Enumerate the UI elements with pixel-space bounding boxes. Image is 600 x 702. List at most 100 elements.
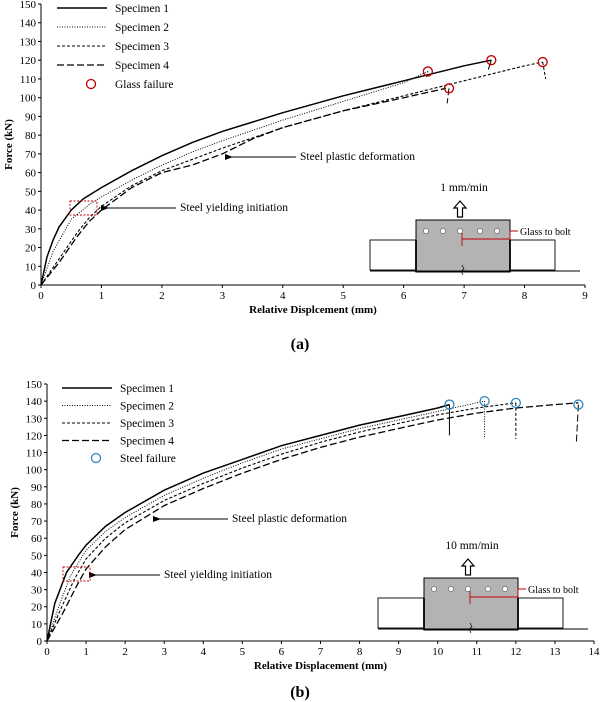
y-tick-label: 10	[25, 261, 37, 273]
specimen-inset-diagram: 1 mm/min Glass to bolt	[369, 182, 580, 276]
y-tick-label: 30	[25, 224, 37, 236]
annotation-steel-plastic: Steel plastic deformation	[232, 513, 347, 525]
y-tick-label: 150	[26, 379, 43, 391]
legend-failure-label: Steel failure	[120, 453, 176, 465]
x-tick-label: 12	[510, 646, 521, 658]
loading-rate-label: 10 mm/min	[445, 540, 499, 552]
failure-marker	[573, 399, 584, 410]
y-tick-label: 0	[31, 280, 37, 292]
x-axis-label: Relative Displacement (mm)	[254, 660, 388, 672]
glass-to-bolt-label: Glass to bolt	[528, 585, 579, 596]
x-tick-label: 3	[161, 646, 167, 658]
failure-drop-line	[446, 88, 450, 104]
failure-marker	[537, 56, 548, 68]
y-tick-label: 120	[20, 55, 37, 67]
annotation-steel-plastic: Steel plastic deformation	[300, 151, 415, 163]
legend-label: Specimen 3	[115, 41, 169, 53]
y-tick-label: 20	[25, 243, 37, 255]
legend-label: Specimen 1	[115, 3, 169, 15]
legend-failure-label: Glass failure	[115, 79, 173, 91]
y-tick-label: 110	[20, 74, 37, 86]
y-tick-label: 70	[31, 516, 43, 528]
x-tick-label: 1	[99, 290, 105, 302]
y-tick-label: 140	[26, 396, 43, 408]
x-tick-label: 4	[201, 646, 207, 658]
x-tick-label: 3	[220, 290, 226, 302]
x-tick-label: 0	[44, 646, 50, 658]
y-tick-label: 80	[25, 130, 37, 142]
legend-label: Specimen 4	[115, 60, 169, 72]
loading-rate-label: 1 mm/min	[440, 182, 488, 194]
yield-region-box	[62, 566, 91, 582]
bolt-hole	[477, 228, 483, 234]
y-tick-label: 50	[25, 186, 37, 198]
bolt-hole	[431, 586, 437, 592]
legend-label: Specimen 1	[120, 383, 174, 395]
annotation-steel-yielding: Steel yielding initiation	[180, 202, 288, 214]
legend-label: Specimen 4	[120, 436, 174, 448]
x-tick-label: 6	[279, 646, 285, 658]
x-tick-label: 5	[340, 290, 346, 302]
glass-to-bolt-leader	[469, 588, 526, 604]
y-tick-label: 60	[31, 533, 43, 545]
y-tick-label: 100	[20, 93, 37, 105]
y-tick-label: 140	[20, 18, 37, 30]
y-tick-label: 90	[31, 482, 43, 494]
failure-drop-line	[575, 404, 579, 443]
failure-marker	[486, 55, 497, 66]
series-line-specimen-3	[40, 61, 543, 286]
bolt-hole	[465, 586, 471, 592]
failure-marker	[443, 83, 455, 94]
series-line-specimen-2	[40, 70, 429, 286]
x-tick-label: 6	[401, 290, 407, 302]
y-tick-label: 130	[26, 413, 43, 425]
y-tick-label: 130	[20, 36, 37, 48]
x-tick-label: 9	[582, 290, 588, 302]
load-arrow-icon	[452, 200, 468, 218]
failure-drop-line	[426, 71, 429, 78]
panel-a-caption: (a)	[291, 336, 310, 353]
y-tick-label: 10	[31, 619, 43, 631]
glass-to-bolt-label: Glass to bolt	[520, 227, 571, 238]
failure-marker	[422, 66, 433, 77]
x-tick-label: 1	[83, 646, 89, 658]
y-tick-label: 150	[20, 0, 37, 11]
legend-failure-marker	[85, 78, 97, 90]
specimen-inset-diagram: 10 mm/min Glass to bolt	[377, 540, 588, 634]
bolt-hole	[440, 228, 446, 234]
y-tick-label: 100	[26, 465, 43, 477]
y-tick-label: 110	[26, 448, 43, 460]
bolt-hole	[502, 586, 508, 592]
break-symbol-icon	[468, 622, 473, 634]
legend-label: Specimen 2	[120, 401, 174, 413]
x-tick-label: 11	[471, 646, 482, 658]
y-tick-label: 90	[25, 111, 37, 123]
x-tick-label: 7	[461, 290, 467, 302]
bolt-hole	[485, 586, 491, 592]
bolt-hole	[448, 586, 454, 592]
x-axis-label: Relative Displcement (mm)	[249, 304, 377, 316]
failure-drop-line	[542, 61, 547, 80]
legend-label: Specimen 3	[120, 418, 174, 430]
bolt-hole	[457, 228, 463, 234]
y-tick-label: 40	[31, 567, 43, 579]
y-axis-label: Force (kN)	[9, 487, 21, 538]
x-tick-label: 14	[589, 646, 600, 658]
x-tick-label: 10	[432, 646, 444, 658]
y-tick-label: 120	[26, 430, 43, 442]
y-tick-label: 40	[25, 205, 37, 217]
series-line-specimen-4	[40, 87, 447, 286]
failure-marker	[479, 395, 490, 407]
y-tick-label: 60	[25, 168, 37, 180]
x-tick-label: 0	[38, 290, 44, 302]
load-arrow-icon	[460, 558, 476, 576]
y-tick-label: 50	[31, 550, 43, 562]
legend: Specimen 1 Specimen 2 Specimen 3 Specimen 4…	[62, 383, 176, 465]
y-tick-label: 20	[31, 602, 43, 614]
bolt-hole	[494, 228, 500, 234]
x-tick-label: 8	[522, 290, 528, 302]
panel-a-chart: 0 10 20 30 40 50 60 70 80 90 100 110 120 130 140 150 0 1 2…	[3, 0, 588, 316]
x-tick-label: 5	[240, 646, 246, 658]
y-tick-label: 30	[31, 585, 43, 597]
